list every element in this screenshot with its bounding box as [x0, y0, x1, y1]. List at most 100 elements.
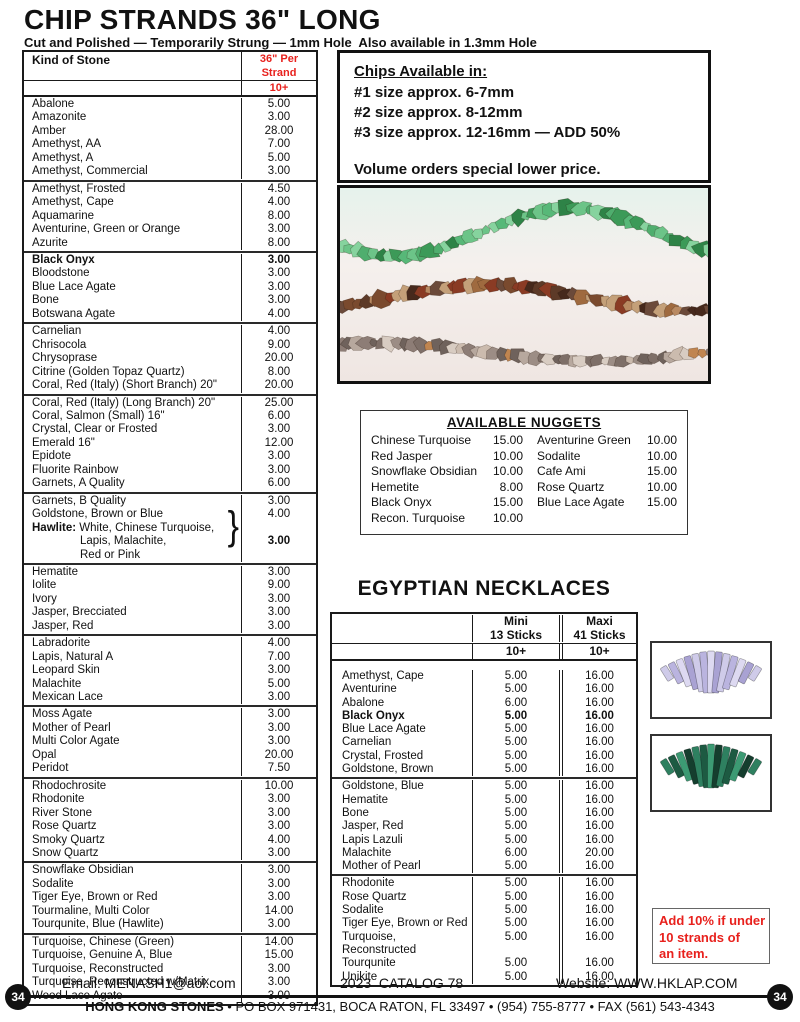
price-cell: 3.00 [267, 918, 291, 931]
table-row: Rose Quartz 5.00 16.00 [332, 890, 636, 905]
stone-name-cell: Goldstone, Brown [332, 763, 473, 777]
mini-price-cell: 5.00 [504, 670, 528, 682]
stone-name-cell: Garnets, B Quality [24, 494, 242, 509]
table-row: Mother of Pearl 3.00 [24, 721, 316, 736]
stone-name-cell: Multi Color Agate [24, 735, 242, 749]
price-cell: 20.00 [264, 379, 294, 392]
chip-table-subheader-blank [24, 81, 242, 95]
stone-name-cell: Amethyst, Cape [24, 196, 242, 210]
page-number-badge-right: 34 [767, 984, 793, 1010]
nugget-row: Recon. Turquoise 10.00 [371, 511, 523, 527]
egyptian-col-blank [332, 615, 473, 642]
nugget-name: Aventurine Green [537, 433, 631, 447]
price-cell: 3.00 [267, 806, 291, 819]
hawlite-line-2: Lapis, Malachite, [80, 535, 167, 548]
table-row: Mexican Lace 3.00 [24, 691, 316, 705]
mini-price-cell: 5.00 [504, 904, 528, 917]
table-row: Garnets, A Quality 6.00 [24, 477, 316, 491]
table-row: Epidote 3.00 [24, 450, 316, 464]
stone-name-cell: Turquoise, Reconstructed [24, 962, 242, 977]
stone-name-cell: Jasper, Red [332, 820, 473, 834]
table-row: Multi Color Agate 3.00 [24, 735, 316, 749]
mini-price-cell: 5.00 [504, 877, 528, 890]
price-cell: 14.00 [264, 904, 294, 917]
stone-name-cell: Citrine (Golden Topaz Quartz) [24, 365, 242, 380]
nugget-row: Sodalite 10.00 [537, 449, 677, 465]
price-cell: 3.00 [267, 962, 291, 975]
egyptian-subheader-maxi-qty: 10+ [559, 644, 636, 659]
company-name: HONG KONG STONES [85, 999, 224, 1014]
table-row: Aquamarine 8.00 [24, 209, 316, 224]
price-cell: 3.00 [267, 721, 291, 734]
stone-name-cell: Moss Agate [24, 708, 242, 722]
table-row: Carnelian 4.00 [24, 325, 316, 339]
nugget-row: Aventurine Green 10.00 [537, 433, 677, 449]
stone-chip [570, 201, 593, 217]
egyptian-table-body: Amethyst, Cape 5.00 16.00 Aventurine 5.00 16.… [332, 661, 636, 985]
nugget-name: Hemetite [371, 479, 420, 494]
table-row: Black Onyx 5.00 16.00 [332, 709, 636, 724]
chip-table-group: Snowflake Obsidian 3.00 Sodalite 3.00 Tiger … [24, 863, 316, 935]
surcharge-note-line3: an item. [659, 946, 709, 961]
table-row: Blue Lace Agate 5.00 16.00 [332, 723, 636, 737]
table-row: Tourqunite, Blue (Hawlite) 3.00 [24, 918, 316, 932]
price-cell: 9.00 [267, 338, 291, 351]
table-row: Amethyst, Cape 4.00 [24, 196, 316, 210]
table-row: River Stone 3.00 [24, 806, 316, 821]
table-row: Rose Quartz 3.00 [24, 820, 316, 834]
egyptian-subheader-row: 10+ 10+ [332, 644, 636, 661]
price-cell: 6.00 [267, 409, 291, 422]
table-row: Opal 20.00 [24, 748, 316, 763]
table-row: Hematite 5.00 16.00 [332, 793, 636, 807]
stone-name-cell: Hematite [332, 793, 473, 807]
nugget-price: 10.00 [492, 464, 523, 479]
table-row: Snowflake Obsidian 3.00 [24, 864, 316, 878]
price-cell: 7.00 [267, 650, 291, 663]
table-row: Sodalite 5.00 16.00 [332, 904, 636, 918]
nugget-name: Red Jasper [371, 448, 433, 463]
table-row: Amethyst, Cape 5.00 16.00 [332, 670, 636, 684]
table-row: Rhodonite 3.00 [24, 793, 316, 807]
mini-price-cell: 5.00 [504, 709, 528, 722]
stone-name-cell: Tourqunite [332, 957, 473, 971]
stone-chip [670, 305, 686, 317]
maxi-price-cell: 16.00 [559, 709, 636, 724]
price-cell: 3.00 [267, 253, 291, 266]
lavender-necklace-image [650, 641, 772, 719]
stone-name-cell: Amber [24, 124, 242, 139]
stone-name-cell: Mother of Pearl [332, 860, 473, 874]
stone-chip [418, 241, 441, 259]
egyptian-col-mini-label: Mini [504, 614, 528, 628]
nugget-row: Black Onyx 15.00 [371, 495, 523, 511]
necklace-stick [748, 665, 762, 682]
mini-price-cell: 6.00 [504, 846, 528, 859]
nuggets-right-column: Aventurine Green 10.00 Sodalite 10.00 Cafe A… [537, 433, 677, 527]
price-cell: 14.00 [264, 935, 294, 948]
table-row: Turquoise, Reconstructed 5.00 16.00 [332, 930, 636, 958]
stone-name-cell: Aventurine, Green or Orange [24, 223, 242, 237]
table-row: Crystal, Frosted 5.00 16.00 [332, 749, 636, 764]
stone-name-cell: River Stone [24, 806, 242, 821]
nugget-name: Rose Quartz [537, 479, 605, 494]
table-row: Tourmaline, Multi Color 14.00 [24, 904, 316, 919]
maxi-price-cell: 16.00 [559, 723, 636, 737]
necklace-stick [728, 751, 747, 782]
chip-table-group: Coral, Red (Italy) (Long Branch) 20" 25.0… [24, 396, 316, 494]
nugget-row: Snowflake Obsidian 10.00 [371, 464, 523, 480]
stone-chip [481, 224, 491, 235]
stone-name-cell: Labradorite [24, 637, 242, 651]
stone-name-cell: Tourmaline, Multi Color [24, 904, 242, 919]
surcharge-note-box: Add 10% if under 10 strands of an item. [652, 908, 770, 964]
price-cell: 6.00 [267, 477, 291, 490]
table-row: Coral, Red (Italy) (Long Branch) 20" 25.0… [24, 396, 316, 410]
chip-table-group: Moss Agate 3.00 Mother of Pearl 3.00 Multi C… [24, 707, 316, 779]
table-row: Goldstone, Blue 5.00 16.00 [332, 780, 636, 794]
stone-name-cell: Amazonite [24, 111, 242, 125]
maxi-price-cell: 16.00 [559, 780, 636, 794]
table-row: Goldstone, Brown 5.00 16.00 [332, 763, 636, 777]
chip-table-subheader-qty: 10+ [269, 82, 289, 94]
necklace-stick [667, 661, 684, 685]
maxi-price-cell: 16.00 [559, 970, 636, 984]
table-row: Crystal, Clear or Frosted 3.00 [24, 423, 316, 437]
stone-name-cell: Bone [332, 806, 473, 821]
